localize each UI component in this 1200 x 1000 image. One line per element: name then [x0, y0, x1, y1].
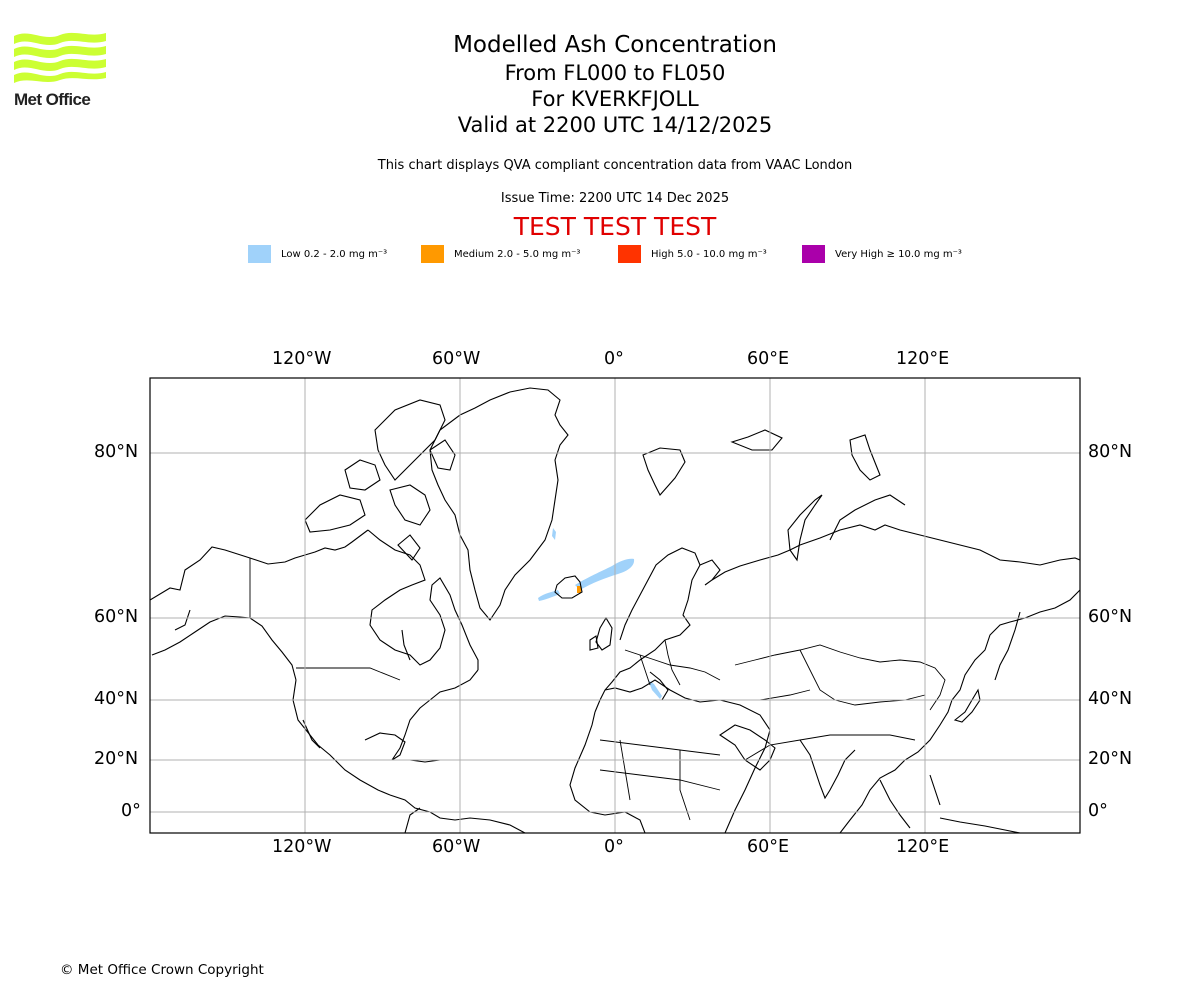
lon-label-bottom-0: 0° [604, 837, 624, 857]
legend-label-medium: Medium 2.0 - 5.0 mg m⁻³ [454, 248, 581, 260]
copyright-notice: © Met Office Crown Copyright [60, 962, 264, 978]
title-line-3: For KVERKFJOLL [531, 87, 699, 111]
met-office-logo-text: Met Office [14, 90, 91, 109]
legend-swatch-high [618, 245, 641, 263]
lon-label-top-120e: 120°E [896, 349, 950, 369]
lon-label-top-120w: 120°W [272, 349, 332, 369]
lat-label-left-0: 0° [121, 801, 141, 821]
lat-label-right-80n: 80°N [1088, 442, 1133, 462]
lon-label-top-60e: 60°E [747, 349, 790, 369]
lat-label-right-60n: 60°N [1088, 607, 1133, 627]
lon-label-top-0: 0° [604, 349, 624, 369]
legend-item-medium: Medium 2.0 - 5.0 mg m⁻³ [421, 244, 580, 264]
title-line-2: From FL000 to FL050 [504, 61, 726, 85]
lat-label-right-0: 0° [1088, 801, 1108, 821]
title-line-4: Valid at 2200 UTC 14/12/2025 [457, 113, 773, 137]
issue-time: Issue Time: 2200 UTC 14 Dec 2025 [500, 191, 730, 206]
legend-label-low: Low 0.2 - 2.0 mg m⁻³ [281, 248, 388, 260]
met-office-wave-icon [14, 32, 106, 83]
lon-label-bottom-60e: 60°E [747, 837, 790, 857]
lon-label-bottom-60w: 60°W [432, 837, 481, 857]
lon-label-top-60w: 60°W [432, 349, 481, 369]
legend-item-high: High 5.0 - 10.0 mg m⁻³ [618, 244, 767, 264]
chart-subtitle: This chart displays QVA compliant concen… [377, 158, 853, 173]
legend-label-high: High 5.0 - 10.0 mg m⁻³ [651, 248, 767, 260]
lat-label-right-40n: 40°N [1088, 689, 1133, 709]
legend-swatch-very-high [802, 245, 825, 263]
lat-label-left-80n: 80°N [94, 442, 139, 462]
test-banner: TEST TEST TEST [513, 212, 717, 241]
lon-label-bottom-120e: 120°E [896, 837, 950, 857]
title-line-1: Modelled Ash Concentration [453, 32, 777, 58]
lat-label-left-60n: 60°N [94, 607, 139, 627]
legend-item-low: Low 0.2 - 2.0 mg m⁻³ [248, 244, 387, 264]
graticule [150, 378, 1080, 833]
legend-swatch-medium [421, 245, 444, 263]
lat-label-left-20n: 20°N [94, 749, 139, 769]
lon-label-bottom-120w: 120°W [272, 837, 332, 857]
met-office-logo: Met Office [14, 30, 106, 112]
legend-label-very-high: Very High ≥ 10.0 mg m⁻³ [835, 248, 962, 260]
map-frame [149, 377, 1081, 834]
legend-item-very-high: Very High ≥ 10.0 mg m⁻³ [802, 244, 962, 264]
ash-source-medium [577, 586, 581, 593]
legend-swatch-low [248, 245, 271, 263]
chart-title: Modelled Ash Concentration From FL000 to… [0, 30, 1200, 138]
lat-label-right-20n: 20°N [1088, 749, 1133, 769]
ash-plume-low [538, 528, 662, 699]
lat-label-left-40n: 40°N [94, 689, 139, 709]
